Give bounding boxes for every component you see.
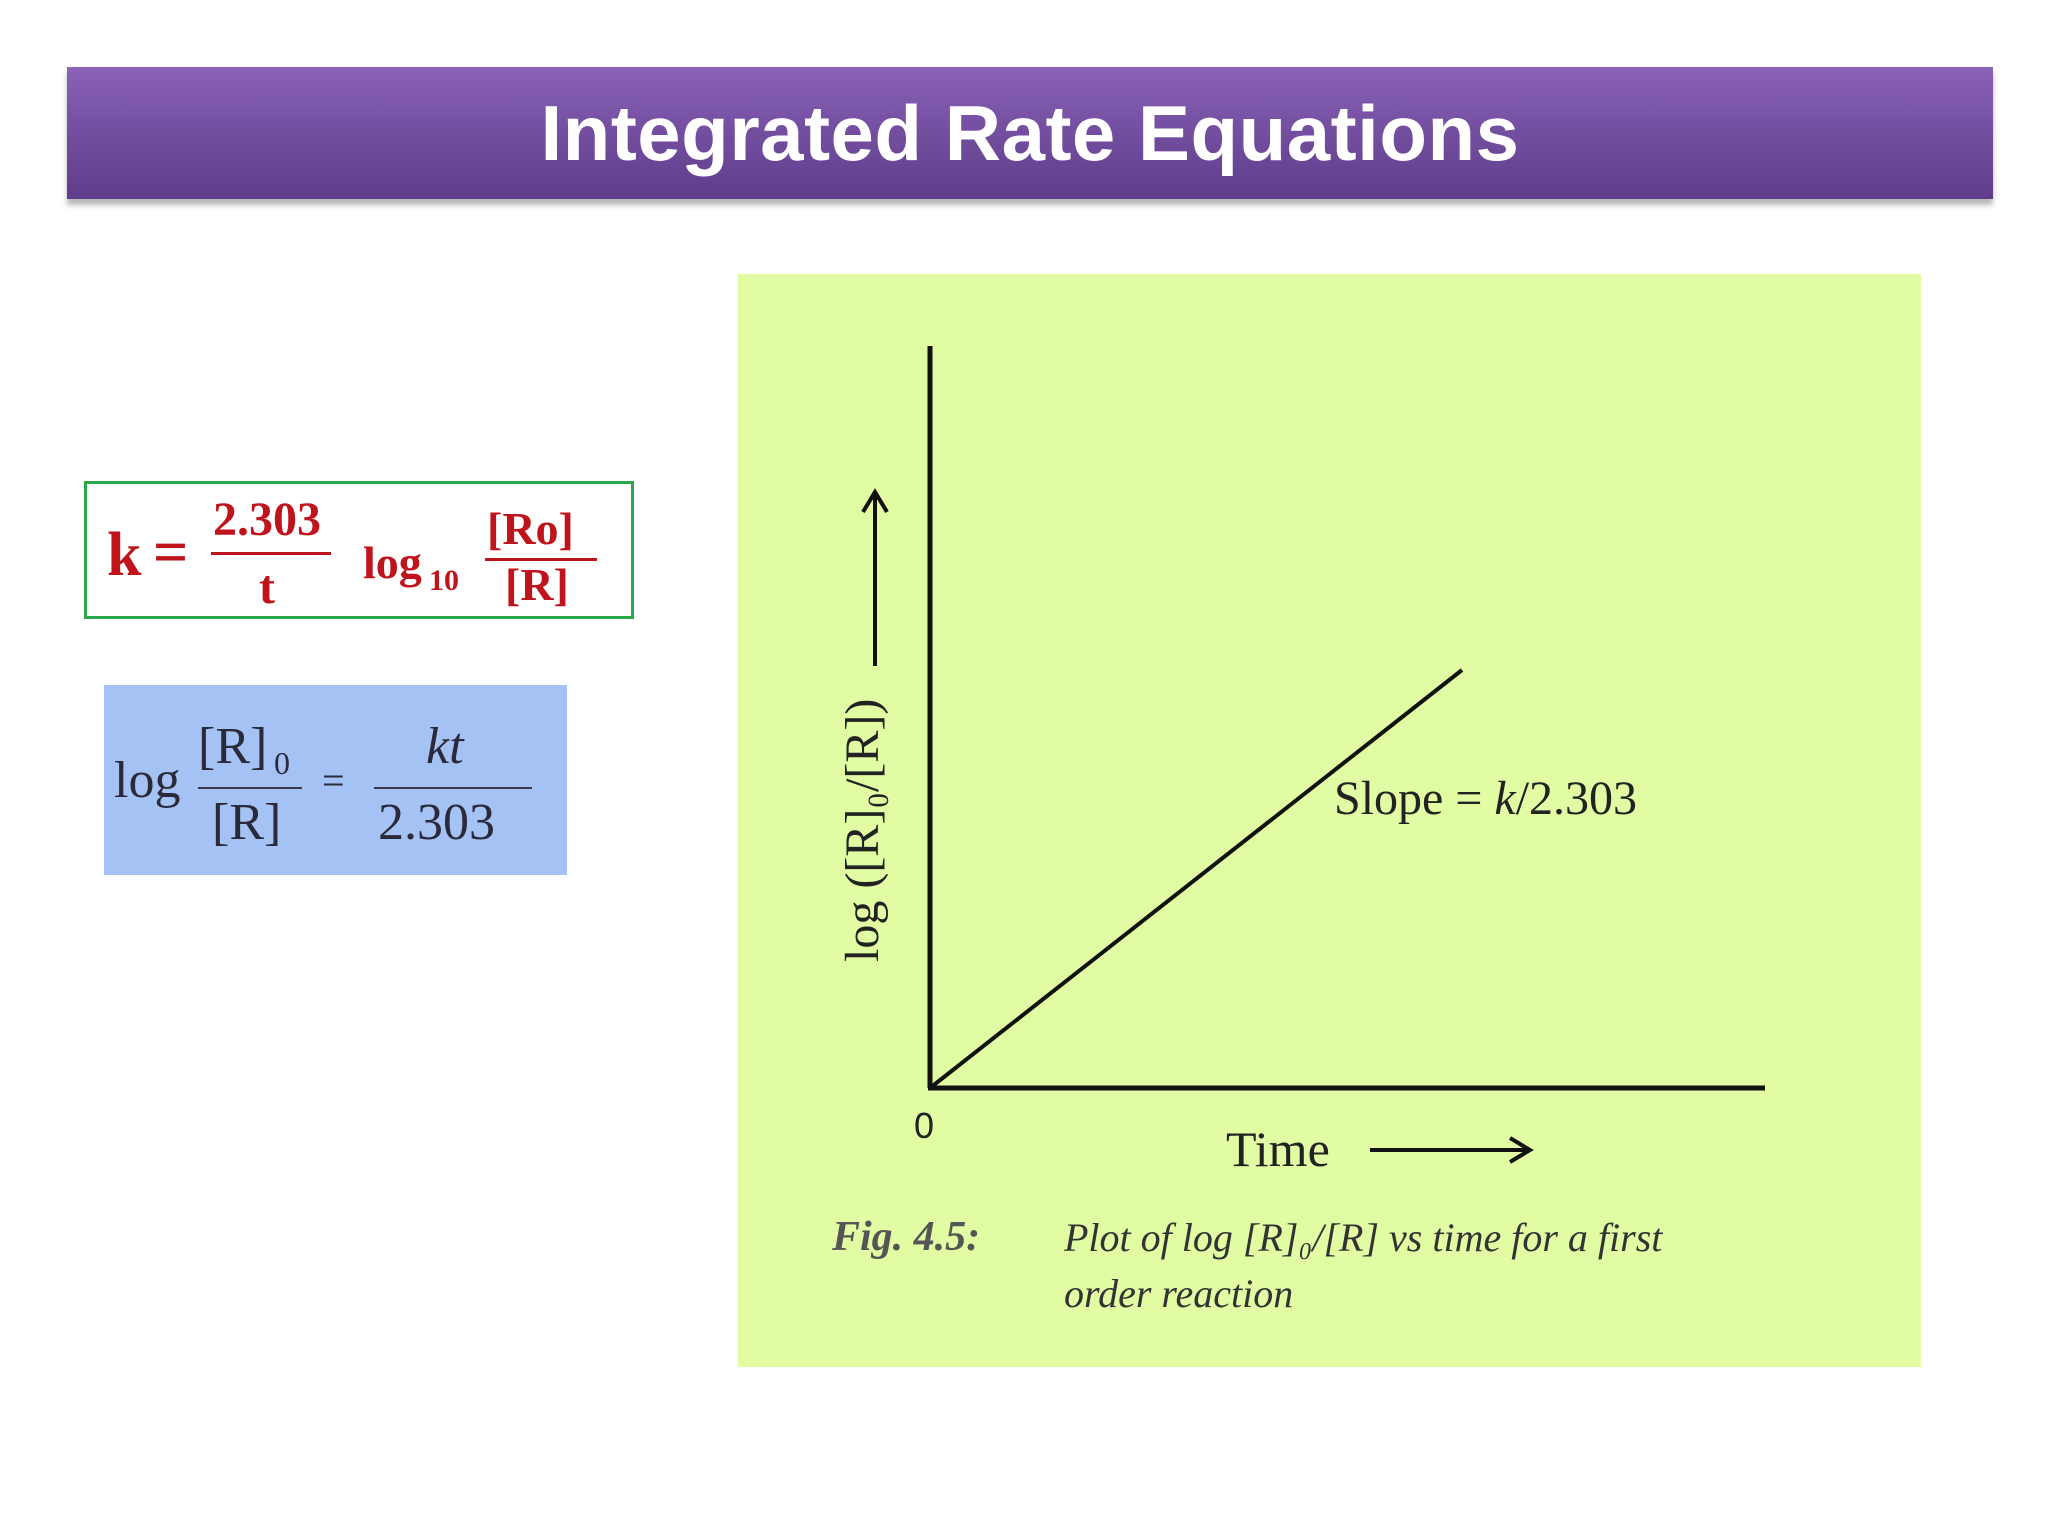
formula-log-kt: kt <box>426 718 464 775</box>
slope-annotation: Slope = k/2.303 <box>1334 772 1637 825</box>
log-ratio-vs-time-plot: 0 Time log ([R]₀/[R]) Slope = k/2.303 <box>836 346 1765 1177</box>
formula-k-log: log <box>363 537 422 588</box>
figure-caption-line1: Plot of log [R]₀/[R] vs time for a first <box>1064 1215 1663 1260</box>
title-banner: Integrated Rate Equations <box>67 67 1993 199</box>
y-axis-label: log ([R]₀/[R]) <box>836 699 889 962</box>
x-arrow-head <box>1508 1136 1534 1164</box>
x-axis-label: Time <box>1226 1121 1330 1177</box>
formula-log-numerator-sub: 0 <box>274 745 290 781</box>
formula-log-right-bar <box>374 787 532 789</box>
formula-k-numerator: 2.303 <box>213 493 321 546</box>
formula-log-2303: 2.303 <box>378 794 495 851</box>
origin-label: 0 <box>914 1105 934 1146</box>
slope-prefix: Slope = <box>1334 772 1494 825</box>
formula-k-ratio-denominator: [R] <box>505 559 569 610</box>
formula-k-denominator: t <box>259 561 275 614</box>
formula-k-ratio-numerator: [Ro] <box>487 503 574 554</box>
formula-log-equals: = <box>322 758 345 803</box>
data-series-line <box>928 668 1464 1090</box>
rate-constant-formula: k = 2.303 t log 10 [Ro] [R] <box>84 481 634 619</box>
log-ratio-formula: log [R] 0 [R] = kt 2.303 <box>104 685 567 875</box>
formula-k-equals: = <box>153 519 189 587</box>
slope-suffix: /2.303 <box>1516 772 1637 825</box>
formula-log-denominator: [R] <box>212 794 282 851</box>
formula-k-fraction-bar <box>211 552 331 555</box>
formula-log-numerator: [R] <box>198 718 268 775</box>
slope-k: k <box>1494 772 1517 825</box>
figure-panel: 0 Time log ([R]₀/[R]) Slope = k/2.303 Fi… <box>738 274 1921 1367</box>
slide-title: Integrated Rate Equations <box>540 88 1520 177</box>
figure-caption-line2: order reaction <box>1064 1271 1294 1316</box>
y-arrow-head <box>861 488 889 514</box>
figure-caption-label: Fig. 4.5: <box>832 1214 981 1260</box>
formula-k-symbol: k <box>107 521 142 589</box>
formula-k-ratio-bar <box>485 558 597 561</box>
formula-log-left-bar <box>198 787 302 789</box>
formula-k-log-base: 10 <box>429 564 459 597</box>
formula-log-word: log <box>114 752 181 809</box>
